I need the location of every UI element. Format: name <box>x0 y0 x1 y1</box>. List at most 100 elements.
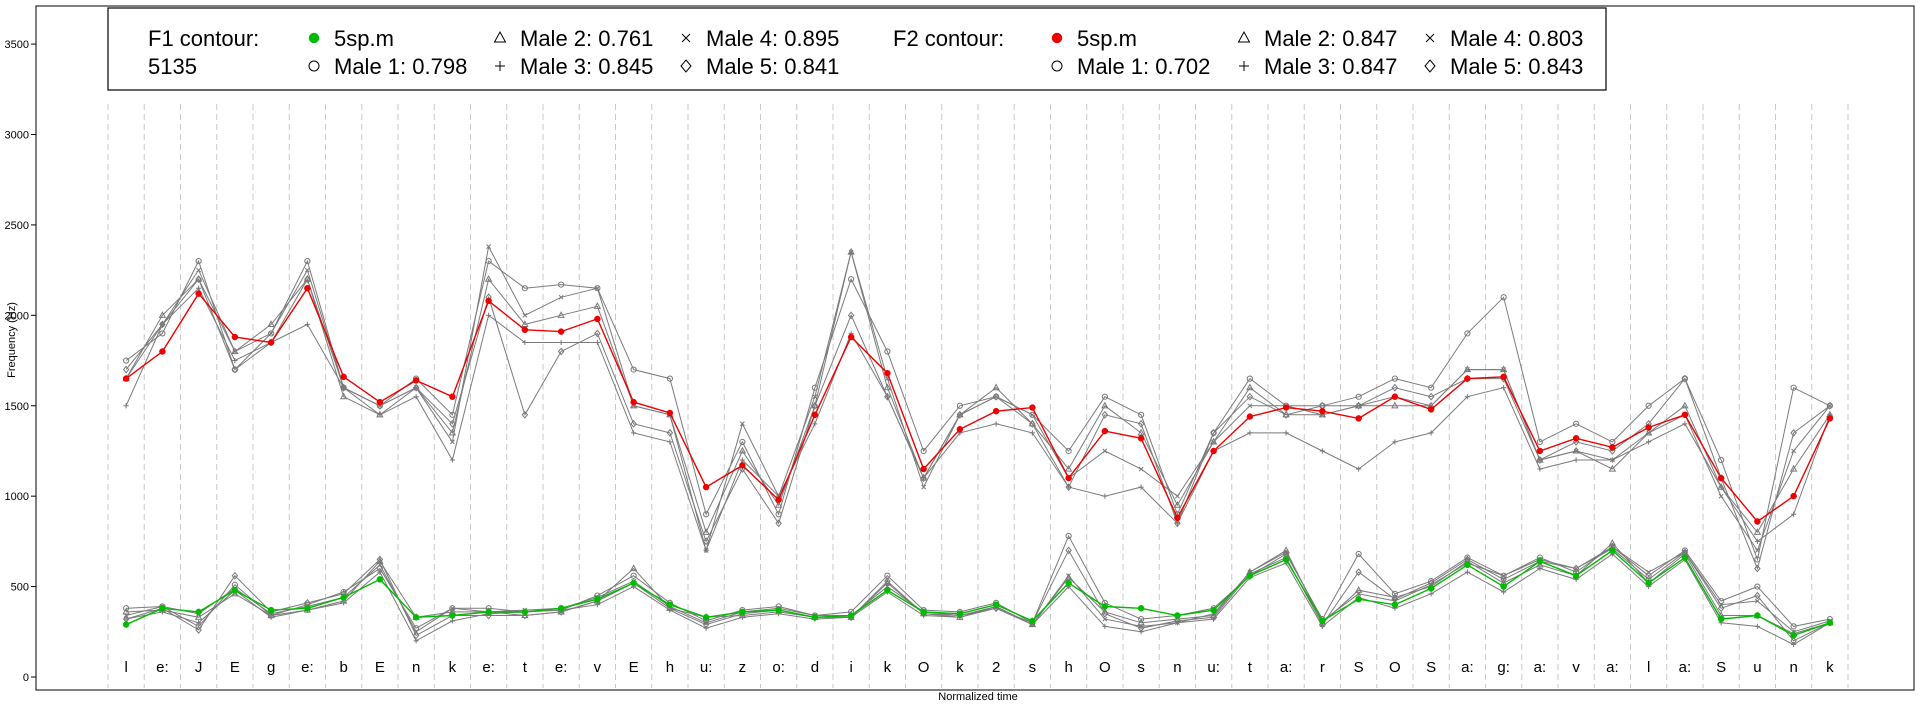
data-point <box>304 257 311 265</box>
data-point <box>1754 564 1761 573</box>
data-point <box>1283 549 1289 555</box>
data-point <box>1247 430 1253 436</box>
data-point <box>1101 401 1109 409</box>
data-point <box>449 393 456 400</box>
data-point <box>521 608 529 616</box>
series-f2-5spm <box>122 284 1834 525</box>
data-point <box>304 605 311 612</box>
segment-label: E <box>375 659 385 676</box>
data-point <box>1754 518 1761 525</box>
data-point <box>811 401 819 409</box>
segment-label: e: <box>482 659 495 676</box>
data-point <box>1391 601 1399 608</box>
data-point <box>449 419 456 428</box>
data-point <box>1537 466 1543 472</box>
segment-label: n <box>1789 659 1797 676</box>
data-point <box>159 348 166 355</box>
series-f2-male-2 <box>122 247 1834 535</box>
data-point <box>1210 428 1217 437</box>
data-point <box>1210 447 1217 455</box>
data-point <box>1137 624 1145 633</box>
data-point <box>884 586 891 594</box>
data-point <box>739 457 745 463</box>
data-point <box>1138 466 1144 472</box>
data-point <box>1029 430 1035 436</box>
data-point <box>303 275 312 282</box>
data-point <box>1246 375 1253 382</box>
data-point <box>702 614 710 621</box>
data-point <box>1791 511 1797 517</box>
data-point <box>194 613 203 620</box>
data-point <box>1427 585 1435 592</box>
data-point <box>304 267 310 273</box>
data-point <box>1718 484 1724 490</box>
data-point <box>775 606 782 614</box>
data-point <box>1101 603 1109 610</box>
data-point <box>739 462 746 469</box>
data-point <box>1754 598 1760 604</box>
data-point <box>1356 591 1362 597</box>
data-point <box>1137 428 1145 436</box>
data-point <box>1572 446 1580 454</box>
y-axis-title: Frequency (Hz) <box>6 302 18 378</box>
data-point <box>485 297 492 305</box>
data-point <box>268 330 275 337</box>
data-point <box>775 496 782 504</box>
data-point <box>1355 550 1362 558</box>
data-point <box>376 555 384 564</box>
data-point <box>920 608 927 616</box>
data-point <box>341 600 347 606</box>
data-point <box>1283 430 1289 436</box>
data-point <box>1101 427 1109 435</box>
data-point <box>195 275 202 284</box>
segment-label: a: <box>1461 659 1474 676</box>
data-point <box>1718 456 1725 464</box>
y-tick-label: 2500 <box>5 220 29 232</box>
data-point <box>1137 435 1145 442</box>
data-point <box>1102 616 1108 622</box>
data-point <box>666 428 674 437</box>
segment-label: l <box>124 659 127 676</box>
data-point <box>558 294 564 300</box>
data-point <box>1210 613 1217 622</box>
segment-label: r <box>1320 659 1325 676</box>
data-point <box>1790 384 1797 391</box>
data-point <box>159 605 166 612</box>
data-point <box>921 484 927 490</box>
data-point <box>196 285 202 291</box>
data-point <box>666 409 674 417</box>
data-point <box>232 357 238 364</box>
segment-label: v <box>594 659 602 676</box>
data-point <box>1646 569 1652 575</box>
series-f2-male-3 <box>123 285 1833 554</box>
data-point <box>195 257 202 265</box>
series-line <box>126 553 1831 646</box>
data-point <box>1754 623 1760 629</box>
data-point <box>703 511 710 518</box>
data-point <box>1790 428 1797 437</box>
segment-label: a: <box>1606 659 1619 676</box>
segment-label: z <box>739 659 747 676</box>
data-point <box>340 594 347 601</box>
data-point <box>1319 617 1326 625</box>
data-point <box>811 401 819 410</box>
data-point <box>738 446 747 454</box>
segment-label: a: <box>1534 659 1547 676</box>
data-point <box>231 333 239 341</box>
data-point <box>920 474 927 482</box>
data-point <box>412 383 420 392</box>
data-point <box>304 321 310 327</box>
series-line <box>125 277 1831 571</box>
data-point <box>122 365 130 374</box>
data-point <box>1138 616 1145 623</box>
data-point <box>992 383 1000 391</box>
data-point <box>1427 406 1435 413</box>
data-point <box>630 398 637 406</box>
data-point <box>1537 565 1543 572</box>
data-point <box>848 249 854 255</box>
y-tick-label: 3000 <box>5 130 29 142</box>
segment-label: h <box>1064 659 1072 676</box>
data-point <box>775 519 782 528</box>
data-point <box>593 302 602 309</box>
